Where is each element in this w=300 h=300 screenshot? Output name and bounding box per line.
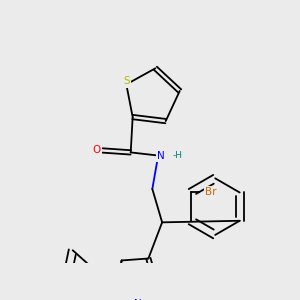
Text: O: O	[92, 146, 101, 155]
Text: Br: Br	[206, 188, 217, 197]
Text: S: S	[123, 76, 130, 86]
Text: N: N	[158, 151, 165, 160]
Text: -H: -H	[173, 151, 183, 160]
Text: N: N	[134, 299, 141, 300]
